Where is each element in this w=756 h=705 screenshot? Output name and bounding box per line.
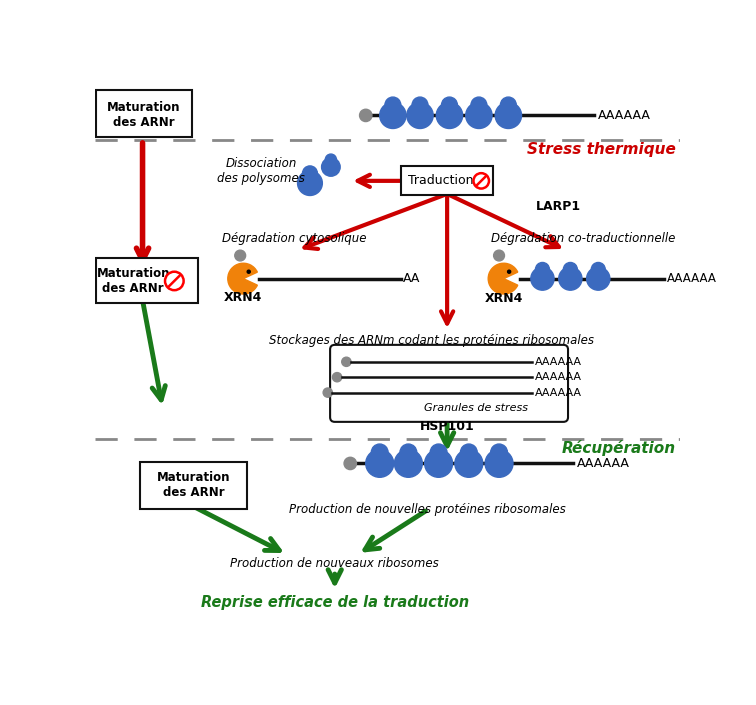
Circle shape <box>321 158 340 176</box>
Circle shape <box>385 97 401 113</box>
Text: Production de nouveaux ribosomes: Production de nouveaux ribosomes <box>231 557 439 570</box>
Circle shape <box>344 458 356 470</box>
Text: AAAAAA: AAAAAA <box>667 272 717 285</box>
Wedge shape <box>228 263 257 294</box>
Text: Traduction: Traduction <box>408 174 474 188</box>
Text: Stress thermique: Stress thermique <box>527 142 676 157</box>
Circle shape <box>507 270 510 274</box>
FancyBboxPatch shape <box>96 90 192 137</box>
Circle shape <box>407 102 433 128</box>
Text: XRN4: XRN4 <box>224 291 262 305</box>
Circle shape <box>563 262 578 276</box>
Circle shape <box>471 97 487 113</box>
Circle shape <box>455 450 483 477</box>
Circle shape <box>323 388 333 397</box>
Text: HSP101: HSP101 <box>420 420 475 433</box>
Text: Récupération: Récupération <box>562 440 676 456</box>
Text: AAAAAA: AAAAAA <box>534 388 581 398</box>
Circle shape <box>491 444 507 460</box>
Circle shape <box>298 171 322 195</box>
Circle shape <box>395 450 423 477</box>
Circle shape <box>247 270 250 274</box>
Circle shape <box>425 450 453 477</box>
Circle shape <box>360 109 372 121</box>
Text: Maturation
des ARNr: Maturation des ARNr <box>157 471 231 499</box>
Circle shape <box>587 267 610 290</box>
Text: XRN4: XRN4 <box>485 292 523 305</box>
Circle shape <box>485 450 513 477</box>
Circle shape <box>531 267 554 290</box>
Text: Granules de stress: Granules de stress <box>424 403 528 413</box>
Circle shape <box>412 97 428 113</box>
Text: AAAAAA: AAAAAA <box>534 372 581 382</box>
Text: Maturation
des ARNr: Maturation des ARNr <box>107 101 181 128</box>
Text: Dégradation co-traductionnelle: Dégradation co-traductionnelle <box>491 232 675 245</box>
Text: LARP1: LARP1 <box>535 200 581 213</box>
Circle shape <box>559 267 582 290</box>
Wedge shape <box>488 263 518 294</box>
Circle shape <box>494 250 504 261</box>
Circle shape <box>535 262 550 276</box>
Circle shape <box>302 166 318 180</box>
Text: Dégradation cytosolique: Dégradation cytosolique <box>222 232 367 245</box>
Text: AAAAAA: AAAAAA <box>598 109 651 122</box>
Text: Production de nouvelles protéines ribosomales: Production de nouvelles protéines riboso… <box>290 503 566 516</box>
Circle shape <box>325 154 336 165</box>
Circle shape <box>495 102 522 128</box>
Text: Reprise efficace de la traduction: Reprise efficace de la traduction <box>200 594 469 610</box>
Circle shape <box>442 97 457 113</box>
FancyBboxPatch shape <box>330 345 568 422</box>
Circle shape <box>473 173 489 188</box>
Circle shape <box>400 444 417 460</box>
Text: AAAAAA: AAAAAA <box>534 357 581 367</box>
Text: Dissociation
des polysomes: Dissociation des polysomes <box>217 157 305 185</box>
FancyBboxPatch shape <box>140 462 247 509</box>
Circle shape <box>436 102 463 128</box>
Circle shape <box>380 102 406 128</box>
FancyBboxPatch shape <box>401 166 493 195</box>
Circle shape <box>371 444 388 460</box>
Circle shape <box>333 372 342 382</box>
Circle shape <box>366 450 394 477</box>
Text: AA: AA <box>403 272 420 285</box>
Circle shape <box>430 444 447 460</box>
Circle shape <box>500 97 516 113</box>
Circle shape <box>165 271 184 290</box>
Circle shape <box>460 444 477 460</box>
Circle shape <box>235 250 246 261</box>
Circle shape <box>591 262 606 276</box>
Text: Maturation
des ARNr: Maturation des ARNr <box>97 267 170 295</box>
Circle shape <box>466 102 492 128</box>
Text: AAAAAA: AAAAAA <box>577 457 630 470</box>
FancyBboxPatch shape <box>96 258 197 302</box>
Text: Stockages des ARNm codant les protéines ribosomales: Stockages des ARNm codant les protéines … <box>269 333 594 347</box>
Circle shape <box>342 357 351 367</box>
